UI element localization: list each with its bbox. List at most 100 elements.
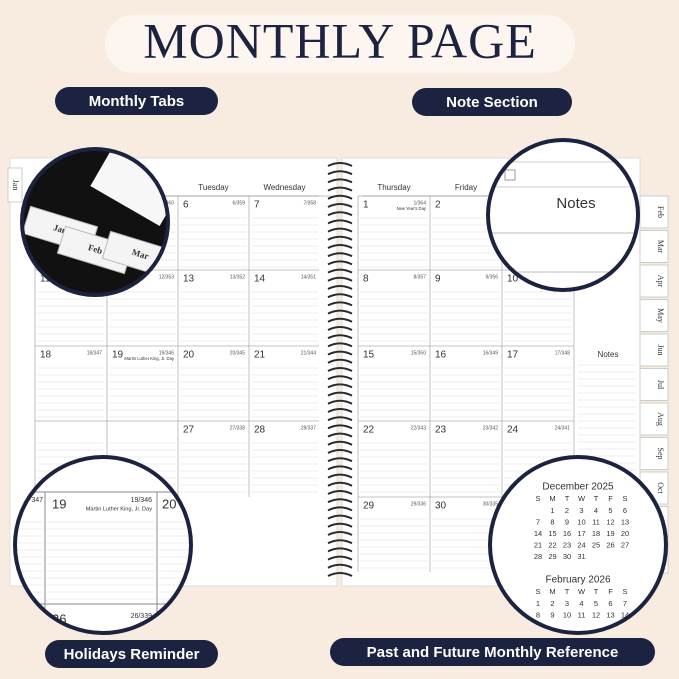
day-number: 23 — [435, 425, 447, 436]
month-tab — [639, 264, 669, 298]
spiral-ring — [327, 309, 353, 315]
spiral-ring — [327, 457, 353, 463]
calendar-day: 2 — [550, 599, 554, 608]
calendar-day: 5 — [594, 599, 598, 608]
month-tab-label: Jan — [11, 180, 20, 191]
weekday-letter: M — [549, 587, 555, 596]
spiral-ring — [327, 555, 353, 561]
spiral-ring — [327, 440, 353, 446]
day-number: 19 — [112, 350, 124, 361]
zoom-circle: 19 19/346 Martin Luther King, Jr. Day 347 20… — [15, 457, 191, 633]
day-number: 6 — [183, 200, 189, 211]
spiral-ring — [327, 399, 353, 405]
spiral-ring — [327, 473, 353, 479]
day-number: 2 — [435, 200, 441, 211]
weekday-letter: F — [608, 587, 613, 596]
month-tab-label: Mar — [656, 240, 665, 254]
month-tab — [639, 333, 669, 367]
weekday-letter: M — [549, 494, 555, 503]
zoom-ring — [488, 455, 668, 635]
spiral-ring — [327, 563, 353, 569]
weekday-letter: T — [594, 587, 599, 596]
spiral-ring — [327, 375, 353, 381]
weekday-letter: T — [565, 494, 570, 503]
month-tab — [639, 368, 669, 401]
weekday-header: Thursday — [377, 183, 410, 192]
spiral-ring — [327, 326, 353, 331]
zoom-doy: 26/339 — [131, 613, 153, 620]
spiral-ring — [327, 358, 353, 364]
day-number: 18 — [40, 350, 52, 361]
zoom-tab-label: Feb — [87, 242, 104, 256]
calendar-day: 28 — [534, 552, 542, 561]
spiral-ring — [327, 498, 353, 504]
spiral-ring — [327, 178, 353, 184]
zoom-fill — [490, 457, 666, 633]
holiday: New Year's Day — [397, 206, 427, 211]
calendar-day: 21 — [534, 540, 542, 549]
calendar-day: 13 — [606, 610, 614, 619]
spiral-ring — [327, 301, 353, 307]
spiral-ring — [327, 260, 353, 266]
spiral-ring — [327, 408, 353, 413]
calendar-day: 7 — [623, 599, 627, 608]
calendar-day: 23 — [563, 540, 571, 549]
month-tab-label: May — [656, 308, 665, 323]
zoom-tab-label: Mar — [131, 247, 150, 262]
day-of-year: 7/358 — [303, 200, 316, 206]
spiral-ring — [327, 350, 353, 356]
calendar-day: 3 — [579, 506, 583, 515]
day-number: 13 — [183, 274, 195, 285]
day-number: 20 — [183, 350, 195, 361]
calendar-day: 15 — [548, 529, 556, 538]
day-number: 17 — [507, 350, 519, 361]
month-tab — [7, 167, 23, 203]
day-of-year: 17/348 — [555, 350, 571, 356]
day-number: 7 — [254, 200, 260, 211]
spiral-ring — [327, 514, 353, 520]
weekday-letter: T — [565, 587, 570, 596]
day-number: 16 — [435, 350, 447, 361]
title-backdrop — [105, 15, 575, 73]
spiral-ring — [327, 235, 353, 241]
spiral-ring — [327, 268, 353, 274]
calendar-day: 4 — [579, 599, 583, 608]
day-of-year: 9/356 — [485, 274, 498, 280]
day-number: 15 — [363, 350, 375, 361]
spiral-ring — [327, 317, 353, 323]
day-number: 29 — [363, 501, 375, 512]
day-number: 22 — [363, 425, 375, 436]
calendar-day: 9 — [550, 610, 554, 619]
month-tab-label: Feb — [656, 206, 665, 218]
day-of-year: 24/341 — [555, 425, 571, 431]
month-tab — [639, 437, 669, 470]
day-number: 27 — [183, 425, 195, 436]
calendar-day: 10 — [577, 517, 585, 526]
day-of-year: 13/352 — [230, 274, 246, 280]
label-pill — [330, 638, 655, 666]
calendar-day: 8 — [550, 517, 554, 526]
calendar-day: 14 — [534, 529, 542, 538]
day-of-year: 14/351 — [301, 274, 317, 280]
weekday-letter: W — [578, 587, 586, 596]
day-number: 8 — [363, 274, 369, 285]
weekday-header: Friday — [455, 183, 477, 192]
day-of-year: 28/337 — [301, 425, 317, 431]
weekday-letter: T — [594, 494, 599, 503]
spiral-ring — [327, 203, 353, 208]
zoom-ring — [20, 147, 170, 297]
day-of-year: 8/357 — [413, 274, 426, 280]
calendar-day: 5 — [608, 506, 612, 515]
spiral-ring — [327, 252, 353, 258]
spiral-ring — [327, 424, 353, 430]
calendar-day: 29 — [548, 552, 556, 561]
spiral-ring — [327, 449, 353, 454]
day-number: 10 — [507, 274, 519, 285]
spiral-ring — [327, 572, 353, 577]
spiral-ring — [327, 334, 353, 340]
day-number: 1 — [363, 200, 369, 211]
zoom-circle: Notes — [488, 140, 638, 290]
calendar-day: 18 — [592, 529, 600, 538]
calendar-day: 24 — [577, 540, 585, 549]
weekday-letter: S — [535, 587, 540, 596]
